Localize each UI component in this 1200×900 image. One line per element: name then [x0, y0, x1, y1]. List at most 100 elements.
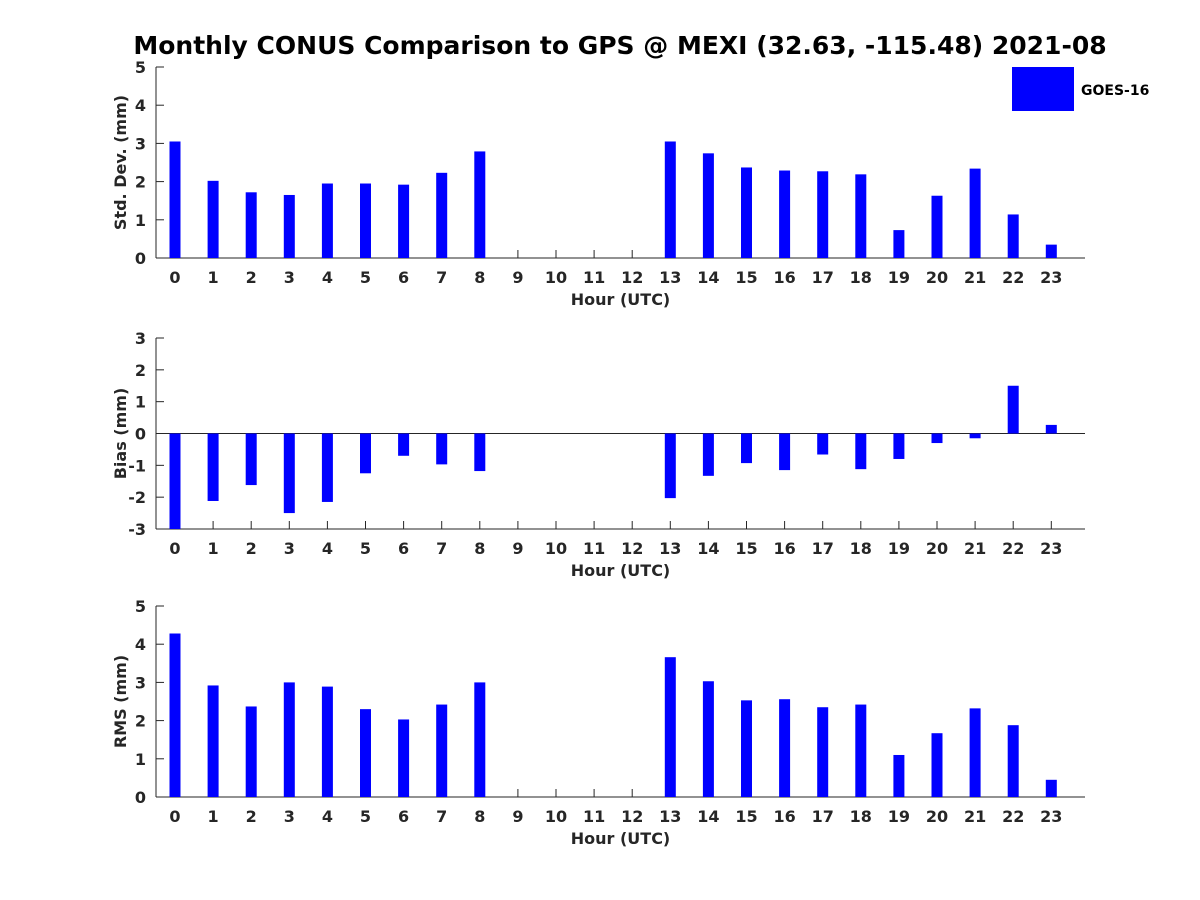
x-tick-label: 13: [659, 539, 681, 558]
x-tick-label: 15: [735, 268, 757, 287]
bar-hour-23: [1045, 779, 1057, 797]
x-tick-label: 15: [735, 539, 757, 558]
x-tick-label: 19: [888, 807, 910, 826]
x-tick-label: 22: [1002, 268, 1024, 287]
x-tick-label: 5: [360, 539, 371, 558]
y-tick-label: 1: [135, 211, 146, 230]
bar-hour-17: [817, 433, 829, 455]
y-tick-label: 3: [135, 329, 146, 348]
y-tick-label: 1: [135, 750, 146, 769]
x-tick-label: 23: [1040, 539, 1062, 558]
bar-hour-19: [893, 433, 905, 459]
x-tick-label: 16: [773, 539, 795, 558]
x-tick-label: 19: [888, 268, 910, 287]
bar-hour-2: [245, 706, 257, 797]
bar-hour-20: [931, 433, 943, 444]
bar-hour-16: [779, 699, 791, 797]
x-axis-label: Hour (UTC): [571, 290, 671, 309]
y-tick-label: 2: [135, 361, 146, 380]
x-tick-label: 19: [888, 539, 910, 558]
x-tick-label: 20: [926, 268, 948, 287]
y-tick-label: 3: [135, 134, 146, 153]
x-tick-label: 6: [398, 268, 409, 287]
bar-hour-7: [436, 704, 448, 797]
x-tick-label: 0: [169, 539, 180, 558]
x-tick-label: 2: [246, 539, 257, 558]
x-tick-label: 7: [436, 539, 447, 558]
x-tick-label: 10: [545, 268, 567, 287]
y-axis-label: Std. Dev. (mm): [111, 95, 130, 230]
bar-hour-20: [931, 733, 943, 797]
x-tick-label: 17: [812, 539, 834, 558]
x-tick-label: 20: [926, 539, 948, 558]
bar-hour-0: [169, 433, 181, 529]
x-tick-label: 18: [850, 539, 872, 558]
x-tick-label: 10: [545, 539, 567, 558]
y-axis-label: Bias (mm): [111, 388, 130, 480]
bar-hour-3: [283, 194, 295, 258]
y-tick-label: -3: [128, 520, 146, 539]
x-tick-label: 0: [169, 268, 180, 287]
x-tick-label: 21: [964, 807, 986, 826]
x-tick-label: 3: [284, 807, 295, 826]
bar-hour-3: [283, 433, 295, 514]
x-tick-label: 1: [208, 539, 219, 558]
y-tick-label: 3: [135, 673, 146, 692]
x-tick-label: 21: [964, 268, 986, 287]
bar-hour-4: [321, 183, 333, 258]
y-axis-label: RMS (mm): [111, 655, 130, 748]
legend-label-goes16: GOES-16: [1081, 83, 1149, 99]
x-tick-label: 14: [697, 539, 719, 558]
x-tick-label: 12: [621, 268, 643, 287]
bar-hour-17: [817, 707, 829, 797]
legend-swatch-goes16: [1012, 67, 1074, 111]
chart-title: Monthly CONUS Comparison to GPS @ MEXI (…: [133, 31, 1106, 60]
bar-hour-20: [931, 195, 943, 258]
y-tick-label: -1: [128, 456, 146, 475]
bar-hour-1: [207, 685, 219, 797]
bar-hour-19: [893, 754, 905, 797]
bar-hour-15: [741, 433, 752, 464]
bar-hour-13: [664, 657, 676, 797]
x-tick-label: 17: [812, 807, 834, 826]
bar-hour-15: [741, 700, 752, 797]
x-tick-label: 9: [512, 268, 523, 287]
x-tick-label: 3: [284, 268, 295, 287]
x-tick-label: 23: [1040, 807, 1062, 826]
bar-hour-14: [702, 433, 714, 476]
x-tick-label: 5: [360, 268, 371, 287]
x-tick-label: 6: [398, 539, 409, 558]
y-tick-label: -2: [128, 488, 146, 507]
x-tick-label: 1: [208, 268, 219, 287]
bar-hour-5: [360, 709, 371, 797]
bar-hour-1: [207, 180, 219, 258]
bar-hour-22: [1007, 385, 1019, 434]
legend: GOES-16: [1012, 67, 1149, 111]
bar-hour-8: [474, 433, 486, 472]
bar-hour-19: [893, 230, 905, 258]
y-tick-label: 0: [135, 788, 146, 807]
bar-hour-1: [207, 433, 219, 501]
x-tick-label: 12: [621, 807, 643, 826]
x-axis-label: Hour (UTC): [571, 561, 671, 580]
x-tick-label: 13: [659, 807, 681, 826]
y-tick-label: 4: [135, 96, 146, 115]
y-tick-label: 0: [135, 425, 146, 444]
y-tick-label: 4: [135, 635, 146, 654]
bar-hour-17: [817, 171, 829, 258]
bar-hour-13: [664, 433, 676, 499]
x-tick-label: 22: [1002, 807, 1024, 826]
bar-hour-5: [360, 433, 371, 474]
x-tick-label: 3: [284, 539, 295, 558]
x-tick-label: 15: [735, 807, 757, 826]
bar-hour-2: [245, 192, 257, 258]
bar-hour-21: [969, 433, 981, 439]
x-tick-label: 2: [246, 807, 257, 826]
x-tick-label: 4: [322, 268, 333, 287]
x-tick-label: 22: [1002, 539, 1024, 558]
bar-hour-2: [245, 433, 257, 486]
bar-hour-6: [398, 719, 410, 797]
